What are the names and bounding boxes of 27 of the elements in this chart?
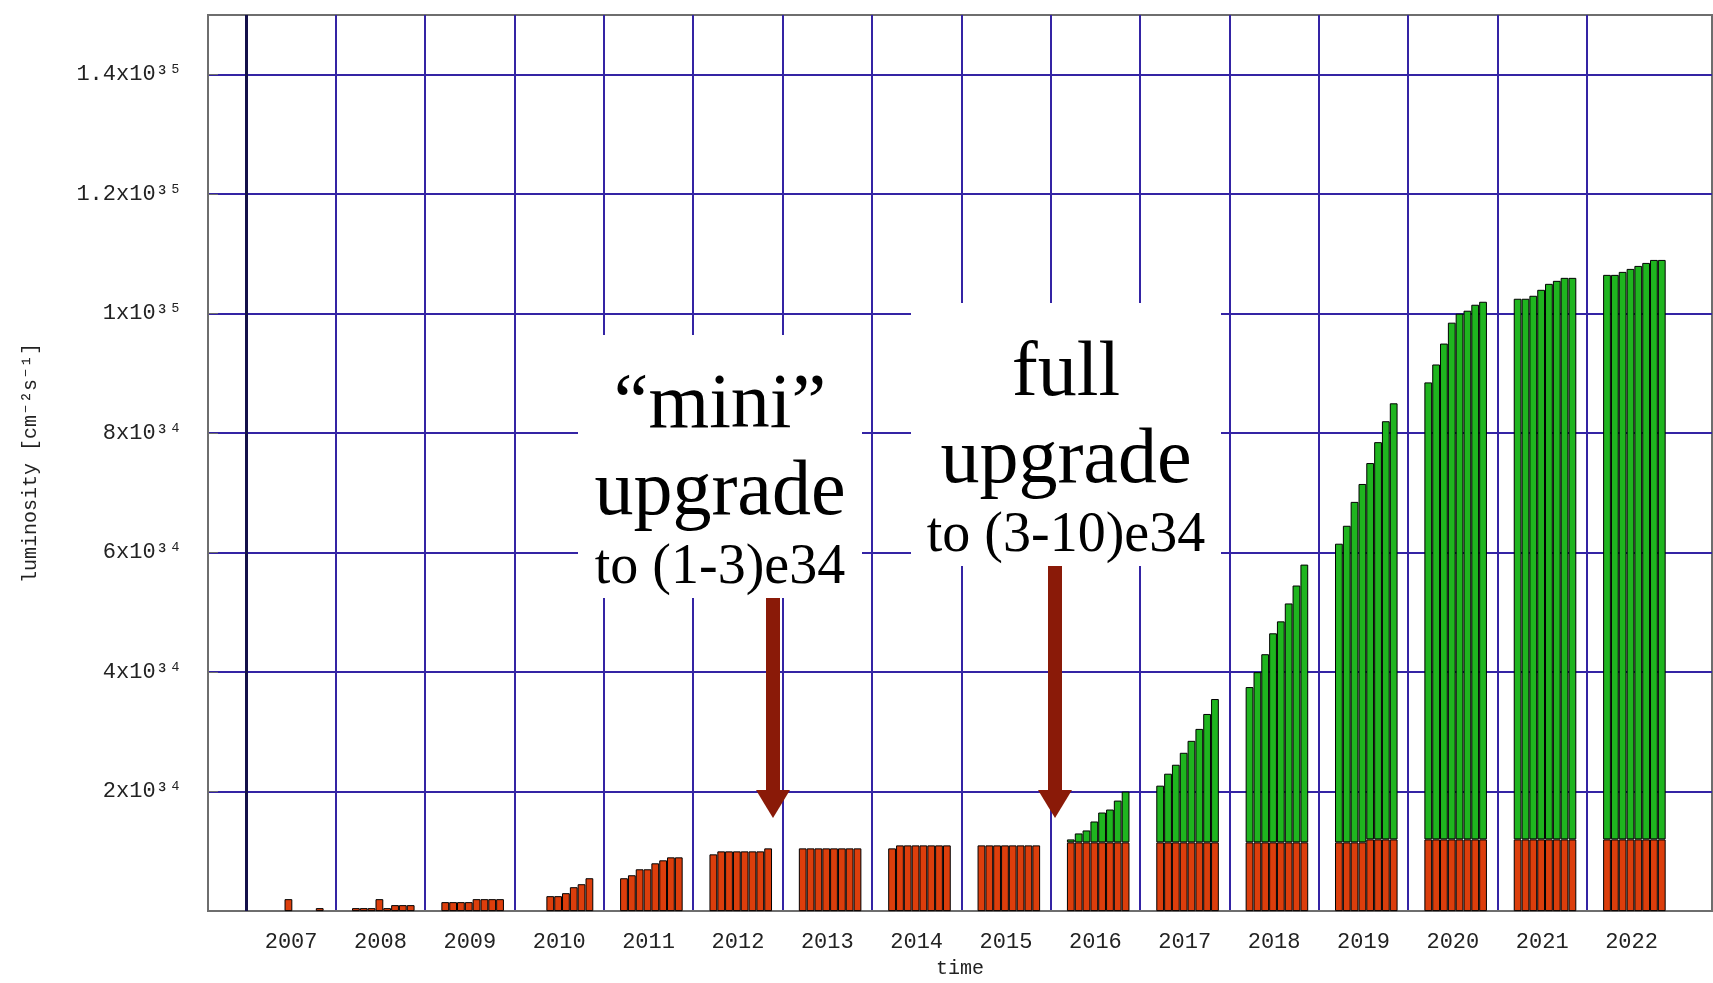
x-tick-label: 2020: [1426, 929, 1480, 955]
y-tick-label: 4x10³⁴: [102, 659, 182, 685]
x-tick-label: 2019: [1337, 929, 1390, 955]
x-tick-label: 2009: [443, 929, 497, 955]
x-tick-label: 2010: [532, 929, 586, 955]
x-tick-label: 2008: [354, 929, 407, 955]
y-tick-label: 1.2x10³⁵: [76, 181, 182, 207]
y-tick-label: 1.4x10³⁵: [76, 62, 182, 88]
y-axis-title: luminosity [cm⁻²s⁻¹]: [18, 342, 42, 584]
x-tick-label: 2013: [800, 929, 854, 955]
x-tick-label: 2018: [1247, 929, 1301, 955]
x-tick-label: 2016: [1068, 929, 1122, 955]
x-tick-label: 2011: [622, 929, 675, 955]
y-tick-label: 2x10³⁴: [102, 779, 182, 805]
x-tick-label: 2015: [979, 929, 1033, 955]
x-tick-label: 2012: [711, 929, 765, 955]
annotation: full upgrade to (3-10)e34: [925, 325, 1207, 565]
x-tick-label: 2007: [264, 929, 318, 955]
annotation: “mini” upgrade to (1-3)e34: [593, 357, 847, 597]
y-tick-label: 1x10³⁵: [102, 301, 182, 327]
y-tick-label: 6x10³⁴: [102, 540, 182, 566]
x-tick-label: 2021: [1515, 929, 1569, 955]
x-tick-label: 2014: [890, 929, 944, 955]
x-axis-title: time: [935, 956, 985, 980]
x-tick-label: 2017: [1158, 929, 1212, 955]
y-tick-label: 8x10³⁴: [102, 420, 182, 446]
x-tick-label: 2022: [1605, 929, 1658, 955]
